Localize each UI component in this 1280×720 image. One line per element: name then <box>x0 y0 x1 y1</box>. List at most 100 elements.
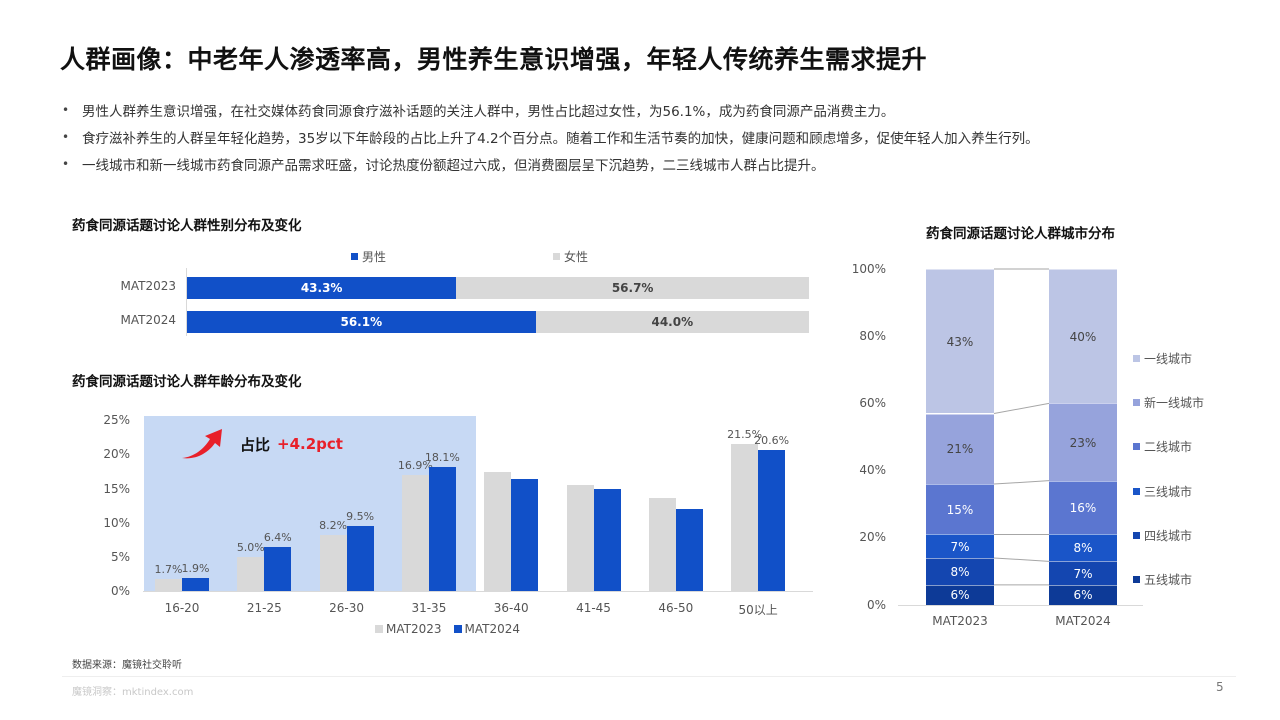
x-tick: 46-50 <box>658 601 694 615</box>
bullet-text: 食疗滋补养生的人群呈年轻化趋势，35岁以下年龄段的占比上升了4.2个百分点。随着… <box>82 130 1039 147</box>
segment-四线城市: 8% <box>926 557 994 585</box>
data-label: 16% <box>1069 501 1097 516</box>
callout-value: +4.2pct <box>277 435 343 453</box>
bar-mat2024 <box>675 508 703 591</box>
data-label: 1.9% <box>181 562 210 575</box>
bar-mat2023 <box>237 556 265 591</box>
y-tick: 10% <box>103 516 130 530</box>
segment-一线城市: 40% <box>1049 269 1117 404</box>
bar-mat2024 <box>182 578 209 591</box>
data-label: 9.5% <box>346 510 375 524</box>
bar-mat2023 <box>155 579 182 591</box>
legend-label: 男性 <box>362 250 387 264</box>
x-tick: 50以上 <box>738 603 778 617</box>
footer-brand: 魔镜洞察：mktindex.com <box>72 687 194 698</box>
legend-swatch-icon <box>375 625 383 633</box>
data-label: 15% <box>946 502 974 517</box>
age-chart-title: 药食同源话题讨论人群年龄分布及变化 <box>72 374 302 390</box>
x-tick: 26-30 <box>329 601 365 615</box>
legend-label: MAT2024 <box>464 622 521 636</box>
x-tick: 16-20 <box>164 601 200 615</box>
age-legend: MAT2023 MAT2024 <box>375 622 520 636</box>
legend-item: 三线城市 <box>1133 483 1192 500</box>
legend-label: 一线城市 <box>1144 352 1193 366</box>
growth-callout: 占比 +4.2pct <box>180 427 343 461</box>
bar-mat2023 <box>484 471 512 591</box>
x-tick: 31-35 <box>411 601 447 615</box>
gender-bar-mat2023: 43.3% 56.7% <box>187 277 809 299</box>
bar-mat2024 <box>428 467 456 591</box>
segment-新一线城市: 23% <box>1049 403 1117 481</box>
bar-mat2024 <box>593 489 621 591</box>
city-bar-mat2023: 6% 8% 7% 15% 21% 43% <box>926 269 994 605</box>
bar-mat2023 <box>401 475 429 591</box>
y-tick: 20% <box>103 447 130 461</box>
page-title: 人群画像：中老年人渗透率高，男性养生意识增强，年轻人传统养生需求提升 <box>60 45 928 74</box>
legend-label: 四线城市 <box>1144 529 1193 543</box>
bar-mat2023 <box>731 443 759 591</box>
gender-bar-mat2024: 56.1% 44.0% <box>187 311 809 333</box>
legend-swatch-icon <box>1133 532 1140 539</box>
data-label: 21% <box>946 442 974 457</box>
bullet-text: 男性人群养生意识增强，在社交媒体药食同源食疗滋补话题的关注人群中，男性占比超过女… <box>82 103 895 120</box>
city-bar-mat2024: 6% 7% 8% 16% 23% 40% <box>1049 269 1117 605</box>
legend-item-mat2024: MAT2024 <box>453 622 521 636</box>
page-number: 5 <box>1216 680 1224 694</box>
data-label: 20.6% <box>754 434 790 448</box>
data-label: 23% <box>1069 435 1097 450</box>
segment-三线城市: 8% <box>1049 534 1117 562</box>
bullet-item: • 食疗滋补养生的人群呈年轻化趋势，35岁以下年龄段的占比上升了4.2个百分点。随… <box>62 123 1242 150</box>
data-label: 6% <box>1073 588 1093 603</box>
segment-二线城市: 15% <box>926 484 994 535</box>
age-x-axis-line <box>143 591 813 592</box>
legend-label: 二线城市 <box>1144 440 1193 454</box>
x-tick: 41-45 <box>576 601 611 615</box>
legend-swatch-icon <box>1133 443 1140 450</box>
bullet-icon: • <box>62 129 70 144</box>
y-tick: 60% <box>859 396 886 410</box>
city-chart-title: 药食同源话题讨论人群城市分布 <box>926 226 1115 242</box>
legend-item: 四线城市 <box>1133 527 1192 544</box>
data-label: 7% <box>950 539 970 554</box>
gender-row-label: MAT2024 <box>120 313 177 327</box>
bullet-icon: • <box>62 102 70 117</box>
data-label: 5.0% <box>236 540 265 554</box>
bar-mat2023 <box>648 497 676 591</box>
summary-bullets: • 男性人群养生意识增强，在社交媒体药食同源食疗滋补话题的关注人群中，男性占比超过… <box>62 96 1242 177</box>
data-label: 18.1% <box>424 451 460 465</box>
legend-label: 新一线城市 <box>1144 396 1205 410</box>
x-tick: MAT2024 <box>1055 614 1111 628</box>
legend-item-female: 女性 <box>553 248 588 265</box>
footer-divider <box>62 676 1236 677</box>
bar-segment-female: 56.7% <box>456 277 809 299</box>
bullet-icon: • <box>62 156 70 171</box>
bar-mat2023 <box>319 534 347 591</box>
y-tick: 80% <box>859 329 886 343</box>
legend-item: 一线城市 <box>1133 350 1192 367</box>
bullet-text: 一线城市和新一线城市药食同源产品需求旺盛，讨论热度份额超过六成，但消费圈层呈下沉… <box>82 157 825 174</box>
gender-row-label: MAT2023 <box>120 279 177 293</box>
city-x-axis-line <box>898 605 1143 606</box>
y-tick: 15% <box>103 482 130 496</box>
gender-axis-line <box>186 268 187 336</box>
gender-chart-title: 药食同源话题讨论人群性别分布及变化 <box>72 218 302 234</box>
y-tick: 25% <box>103 413 130 427</box>
y-tick: 0% <box>866 598 886 612</box>
callout-label: 占比 <box>240 435 271 454</box>
legend-item-male: 男性 <box>351 248 386 265</box>
segment-二线城市: 16% <box>1049 480 1117 535</box>
legend-label: MAT2023 <box>386 622 442 636</box>
segment-四线城市: 7% <box>1049 561 1117 585</box>
legend-item: 新一线城市 <box>1133 394 1204 411</box>
segment-三线城市: 7% <box>926 534 994 558</box>
bar-segment-female: 44.0% <box>535 311 809 333</box>
y-tick: 5% <box>110 550 130 564</box>
legend-swatch-icon <box>1133 355 1140 362</box>
y-tick: 100% <box>851 262 886 276</box>
bar-mat2024 <box>511 478 539 591</box>
data-source-note: 数据来源：魔镜社交聆听 <box>72 660 182 671</box>
legend-label: 五线城市 <box>1144 573 1193 587</box>
y-tick: 20% <box>859 530 886 544</box>
bar-mat2023 <box>566 484 594 591</box>
data-label: 40% <box>1069 329 1097 344</box>
